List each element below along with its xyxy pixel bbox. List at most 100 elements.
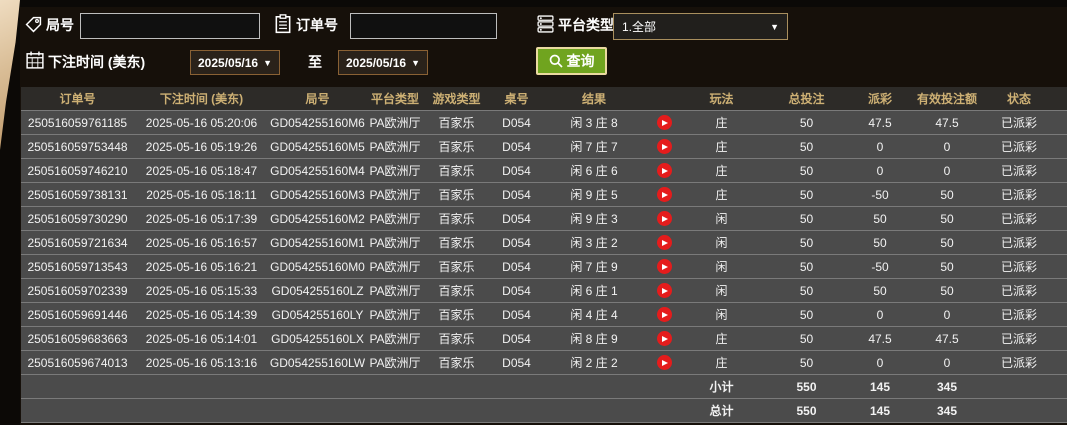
cell-payout: 50	[854, 230, 906, 255]
subtotal-extra-empty	[1050, 374, 1067, 399]
replay-play-icon[interactable]	[656, 211, 672, 227]
cell-extra	[1050, 350, 1067, 375]
cell-total-bet: 50	[759, 302, 854, 327]
cell-bet-type: 闲	[684, 230, 759, 255]
cell-valid-bet: 0	[906, 134, 988, 159]
round-no-input[interactable]	[80, 13, 260, 39]
replay-play-icon[interactable]	[656, 307, 672, 323]
cell-bet-type: 庄	[684, 182, 759, 207]
cell-result: 闲 4 庄 4	[544, 302, 644, 327]
search-button-label: 查询	[566, 53, 595, 69]
cell-order-no: 250516059713543	[21, 254, 134, 279]
table-row: 250516059746210 2025-05-16 05:18:47 GD05…	[21, 158, 1067, 183]
cell-replay	[644, 230, 684, 255]
cell-order-no: 250516059746210	[21, 158, 134, 183]
platform-type-select[interactable]: 1.全部 ▼	[613, 13, 788, 40]
cell-round-no: GD054255160LY	[269, 302, 366, 327]
subtotal-spacer	[21, 374, 684, 399]
replay-play-icon[interactable]	[656, 163, 672, 179]
table-body: 250516059761185 2025-05-16 05:20:06 GD05…	[21, 110, 1067, 375]
cell-bet-type: 闲	[684, 302, 759, 327]
replay-play-icon[interactable]	[656, 259, 672, 275]
cell-extra	[1050, 206, 1067, 231]
cell-payout: 0	[854, 350, 906, 375]
cell-status: 已派彩	[988, 302, 1050, 327]
cell-payout: -50	[854, 182, 906, 207]
header-valid-bet: 有效投注额	[906, 87, 988, 111]
replay-play-icon[interactable]	[656, 283, 672, 299]
cell-valid-bet: 50	[906, 254, 988, 279]
cell-valid-bet: 0	[906, 302, 988, 327]
round-no-label: 局号	[46, 17, 74, 33]
replay-play-icon[interactable]	[656, 187, 672, 203]
cell-payout: 50	[854, 206, 906, 231]
cell-replay	[644, 110, 684, 135]
cell-table-no: D054	[489, 278, 544, 303]
cell-payout: 47.5	[854, 110, 906, 135]
order-no-input[interactable]	[350, 13, 497, 39]
cell-extra	[1050, 182, 1067, 207]
cell-payout: -50	[854, 254, 906, 279]
cell-bet-time: 2025-05-16 05:18:47	[134, 158, 269, 183]
replay-play-icon[interactable]	[656, 139, 672, 155]
header-truncated: 游	[1050, 87, 1067, 111]
cell-order-no: 250516059721634	[21, 230, 134, 255]
replay-play-icon[interactable]	[656, 115, 672, 131]
cell-extra	[1050, 302, 1067, 327]
header-replay	[644, 87, 684, 111]
platform-server-icon	[537, 15, 554, 33]
replay-play-icon[interactable]	[656, 235, 672, 251]
cell-table-no: D054	[489, 206, 544, 231]
replay-play-icon[interactable]	[656, 331, 672, 347]
table-row: 250516059721634 2025-05-16 05:16:57 GD05…	[21, 230, 1067, 255]
date-to-select[interactable]: 2025/05/16 ▼	[338, 50, 428, 75]
total-total-bet: 550	[759, 398, 854, 423]
cell-bet-time: 2025-05-16 05:20:06	[134, 110, 269, 135]
cell-total-bet: 50	[759, 278, 854, 303]
cell-bet-time: 2025-05-16 05:15:33	[134, 278, 269, 303]
cell-extra	[1050, 134, 1067, 159]
header-round-no: 局号	[269, 87, 366, 111]
cell-game-type: 百家乐	[424, 182, 489, 207]
cell-valid-bet: 50	[906, 206, 988, 231]
cell-total-bet: 50	[759, 134, 854, 159]
cell-valid-bet: 0	[906, 158, 988, 183]
cell-result: 闲 8 庄 9	[544, 326, 644, 351]
cell-game-type: 百家乐	[424, 326, 489, 351]
cell-order-no: 250516059674013	[21, 350, 134, 375]
cell-extra	[1050, 230, 1067, 255]
cell-order-no: 250516059702339	[21, 278, 134, 303]
cell-payout: 47.5	[854, 326, 906, 351]
cell-round-no: GD054255160LZ	[269, 278, 366, 303]
cell-game-type: 百家乐	[424, 350, 489, 375]
date-to-value: 2025/05/16	[346, 55, 407, 70]
cell-payout: 50	[854, 278, 906, 303]
cell-extra	[1050, 110, 1067, 135]
cell-round-no: GD054255160M3	[269, 182, 366, 207]
cell-status: 已派彩	[988, 278, 1050, 303]
date-from-select[interactable]: 2025/05/16 ▼	[190, 50, 280, 75]
cell-round-no: GD054255160LX	[269, 326, 366, 351]
cell-bet-time: 2025-05-16 05:13:16	[134, 350, 269, 375]
cell-result: 闲 3 庄 8	[544, 110, 644, 135]
cell-bet-type: 闲	[684, 254, 759, 279]
cell-extra	[1050, 326, 1067, 351]
chevron-down-icon: ▼	[263, 57, 272, 68]
cell-bet-time: 2025-05-16 05:14:01	[134, 326, 269, 351]
cell-result: 闲 7 庄 7	[544, 134, 644, 159]
cell-total-bet: 50	[759, 158, 854, 183]
search-button[interactable]: 查询	[536, 47, 607, 75]
search-icon	[549, 54, 563, 68]
cell-order-no: 250516059753448	[21, 134, 134, 159]
replay-play-icon[interactable]	[656, 355, 672, 371]
cell-platform-type: PA欧洲厅	[366, 326, 424, 351]
cell-replay	[644, 326, 684, 351]
header-bet-type: 玩法	[684, 87, 759, 111]
header-order-no: 订单号	[21, 87, 134, 111]
cell-table-no: D054	[489, 254, 544, 279]
cell-order-no: 250516059738131	[21, 182, 134, 207]
cell-table-no: D054	[489, 110, 544, 135]
subtotal-total-bet: 550	[759, 374, 854, 399]
cell-valid-bet: 50	[906, 182, 988, 207]
